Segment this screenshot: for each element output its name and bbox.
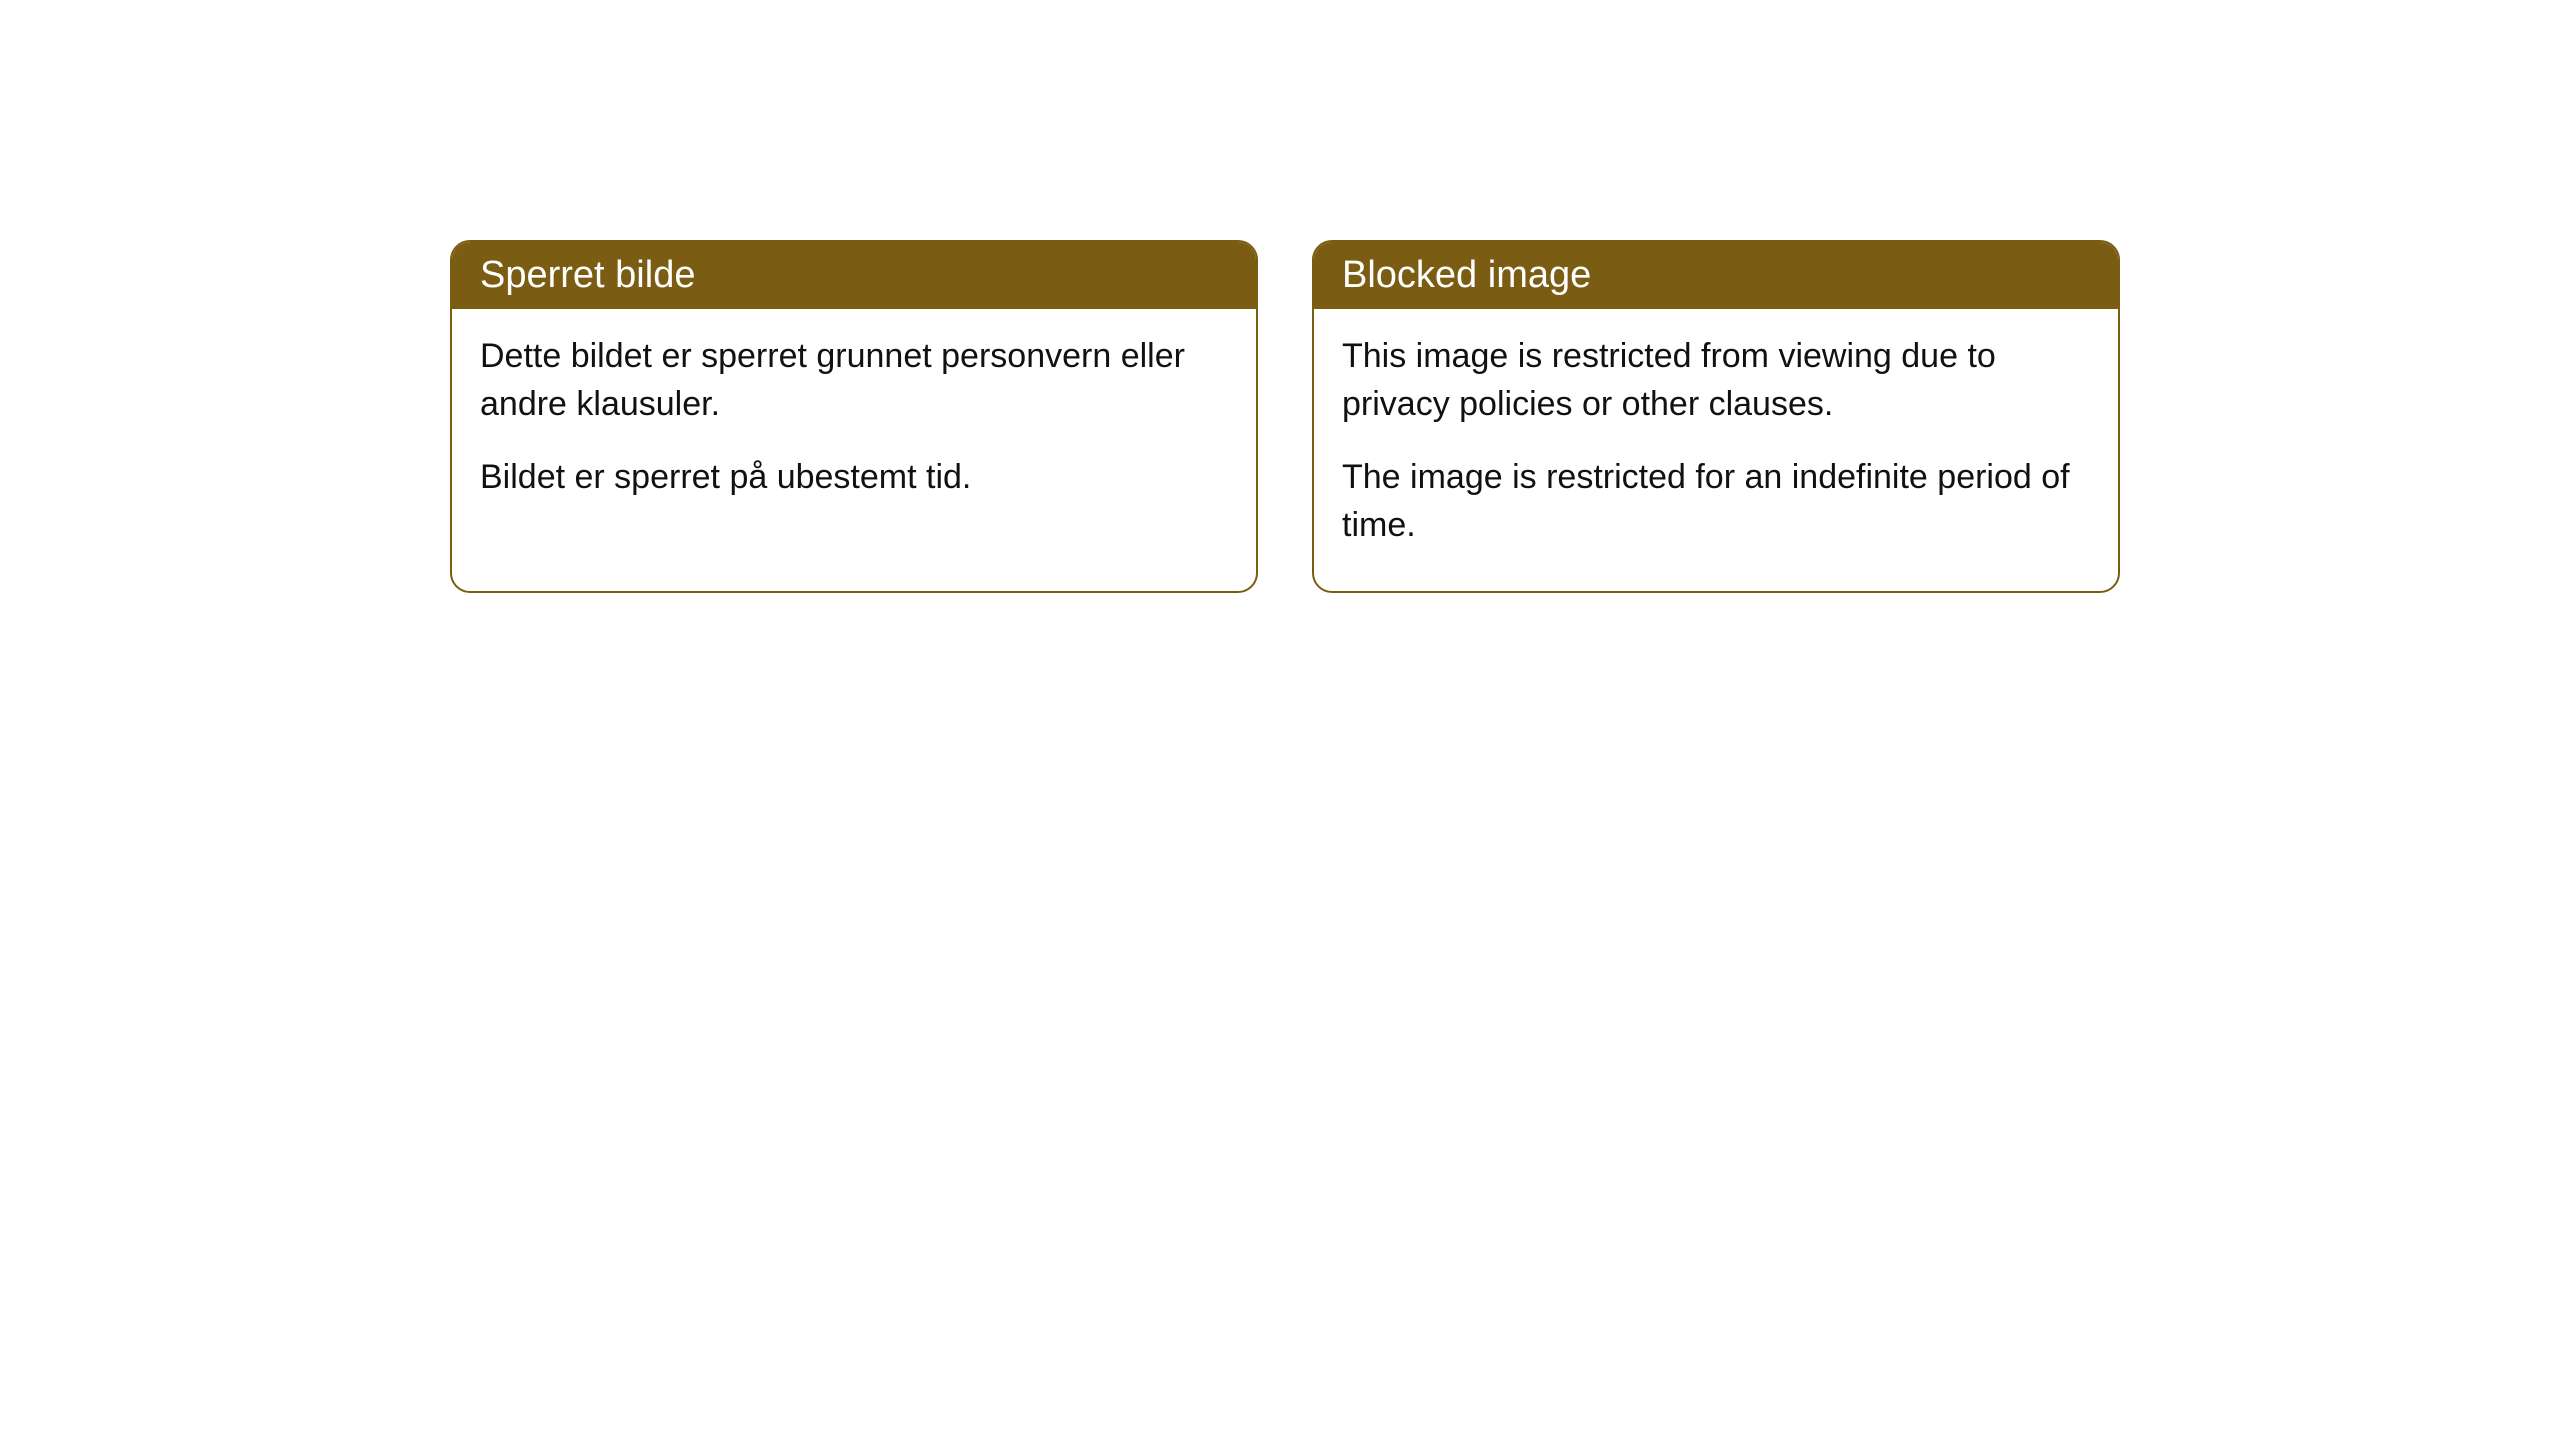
- card-paragraph: This image is restricted from viewing du…: [1342, 333, 2090, 428]
- card-title: Sperret bilde: [480, 254, 695, 296]
- notice-card-norwegian: Sperret bilde Dette bildet er sperret gr…: [450, 240, 1258, 593]
- card-title: Blocked image: [1342, 254, 1591, 296]
- card-paragraph: The image is restricted for an indefinit…: [1342, 454, 2090, 549]
- card-body: Dette bildet er sperret grunnet personve…: [452, 309, 1256, 544]
- notice-card-english: Blocked image This image is restricted f…: [1312, 240, 2120, 593]
- card-body: This image is restricted from viewing du…: [1314, 309, 2118, 591]
- card-paragraph: Dette bildet er sperret grunnet personve…: [480, 333, 1228, 428]
- notice-cards-container: Sperret bilde Dette bildet er sperret gr…: [450, 240, 2120, 593]
- card-paragraph: Bildet er sperret på ubestemt tid.: [480, 454, 1228, 502]
- card-header: Sperret bilde: [452, 242, 1256, 309]
- card-header: Blocked image: [1314, 242, 2118, 309]
